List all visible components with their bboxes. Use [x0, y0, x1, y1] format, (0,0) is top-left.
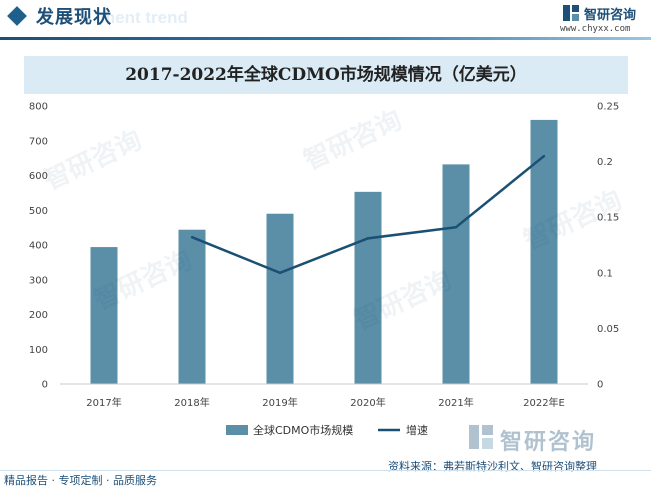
- y-right-tick-label: 0.05: [597, 324, 619, 335]
- bar: [266, 213, 294, 384]
- growth-point: [366, 237, 370, 240]
- left-axis: 0 100 200 300 400 500 600 700 800: [29, 102, 48, 391]
- line-series: [190, 154, 546, 275]
- combo-chart: 0 100 200 300 400 500 600 700 800 0 0.05 0.1 0.15 0.…: [29, 102, 619, 438]
- legend-label-bar: 全球CDMO市场规模: [253, 423, 353, 437]
- bar: [178, 229, 206, 384]
- footer-logo-icon: [469, 425, 493, 449]
- x-tick-label: 2019年: [262, 396, 297, 409]
- growth-point: [454, 226, 458, 229]
- bar-series: [90, 119, 558, 385]
- page-header: ment trend 发展现状 智研咨询 www.chyxx.com: [0, 0, 651, 44]
- y-left-tick-label: 0: [42, 380, 48, 391]
- growth-point: [278, 271, 282, 274]
- x-tick-label: 2021年: [438, 396, 473, 409]
- y-left-tick-label: 100: [29, 345, 48, 356]
- y-left-tick-label: 200: [29, 310, 48, 321]
- brand-name: 智研咨询: [584, 8, 637, 23]
- x-tick-label: 2022年E: [523, 396, 565, 409]
- y-right-tick-label: 0.2: [597, 157, 613, 168]
- y-left-tick-label: 800: [29, 102, 48, 113]
- x-tick-label: 2020年: [350, 396, 385, 409]
- header-ghost-text: ment trend: [100, 8, 188, 27]
- bar: [530, 119, 558, 385]
- legend-label-line: 增速: [406, 423, 428, 437]
- y-left-tick-label: 300: [29, 275, 48, 286]
- y-left-tick-label: 600: [29, 171, 48, 182]
- header-divider: [0, 37, 651, 40]
- brand-url: www.chyxx.com: [560, 24, 631, 34]
- chart-title: 2017-2022年全球CDMO市场规模情况（亿美元）: [125, 65, 527, 85]
- x-axis: 2017年 2018年 2019年 2020年 2021年 2022年E: [60, 383, 588, 409]
- bar: [354, 191, 382, 384]
- legend-swatch-bar: [226, 425, 248, 435]
- brand-logo-icon: [563, 5, 579, 21]
- x-tick-label: 2017年: [86, 396, 121, 409]
- diamond-icon: [7, 6, 27, 26]
- right-axis: 0 0.05 0.1 0.15 0.2 0.25: [597, 102, 619, 391]
- source-note: 资料来源：弗若斯特沙利文、智研咨询整理: [388, 460, 597, 473]
- chart-legend: 全球CDMO市场规模 增速: [226, 423, 428, 437]
- footer-brand: 智研咨询: [500, 430, 597, 455]
- growth-point: [190, 236, 194, 239]
- footer-divider: [0, 470, 651, 471]
- section-title: 发展现状: [36, 7, 112, 28]
- chart-title-banner: 2017-2022年全球CDMO市场规模情况（亿美元）: [24, 56, 628, 94]
- y-right-tick-label: 0.15: [597, 213, 619, 224]
- growth-point: [542, 154, 546, 158]
- y-left-tick-label: 700: [29, 136, 48, 147]
- y-right-tick-label: 0.1: [597, 268, 613, 279]
- footer-slogan: 精品报告 · 专项定制 · 品质服务: [4, 474, 157, 487]
- y-left-tick-label: 400: [29, 241, 48, 252]
- bar: [442, 164, 470, 384]
- x-tick-label: 2018年: [174, 396, 209, 409]
- y-left-tick-label: 500: [29, 206, 48, 217]
- bar: [90, 247, 118, 384]
- y-right-tick-label: 0.25: [597, 102, 619, 113]
- y-right-tick-label: 0: [597, 380, 603, 391]
